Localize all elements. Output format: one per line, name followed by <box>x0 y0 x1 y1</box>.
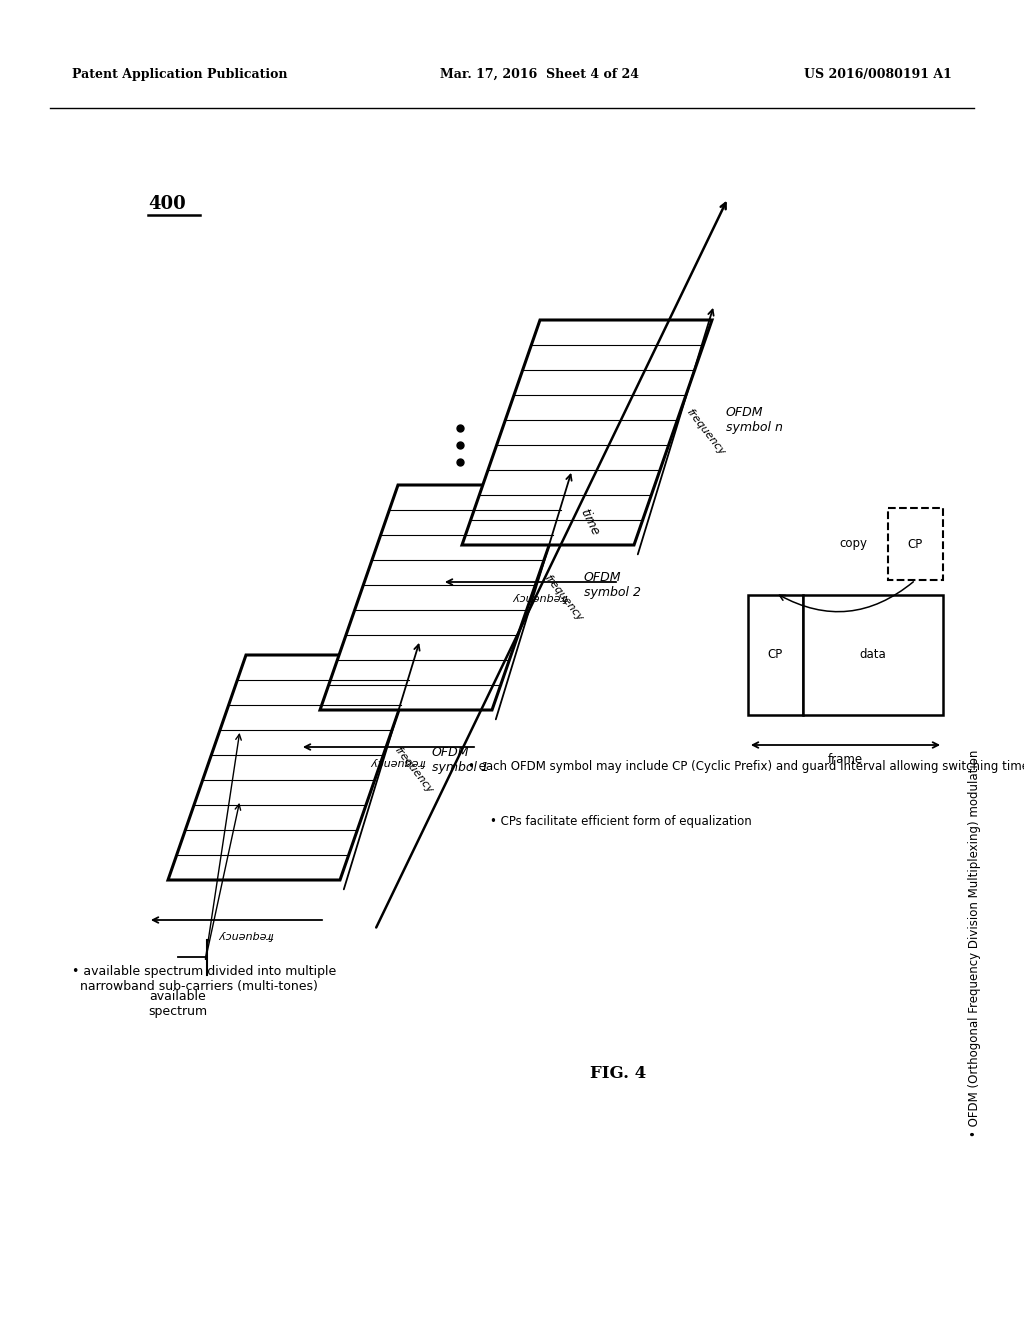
Text: US 2016/0080191 A1: US 2016/0080191 A1 <box>804 69 952 81</box>
Text: frequency: frequency <box>542 573 585 623</box>
Text: • each OFDM symbol may include CP (Cyclic Prefix) and guard interval allowing sw: • each OFDM symbol may include CP (Cycli… <box>468 760 1024 774</box>
Text: • available spectrum divided into multiple
  narrowband sub-carriers (multi-tone: • available spectrum divided into multip… <box>72 965 336 993</box>
Text: frequency: frequency <box>684 407 726 457</box>
Text: 400: 400 <box>148 195 185 213</box>
Text: frequency: frequency <box>511 591 567 602</box>
Text: OFDM
symbol 1: OFDM symbol 1 <box>432 746 489 774</box>
Bar <box>803 595 943 715</box>
Polygon shape <box>462 319 712 545</box>
Text: available
spectrum: available spectrum <box>148 990 208 1018</box>
Text: frequency: frequency <box>392 744 434 795</box>
Bar <box>748 595 803 715</box>
Text: frequency: frequency <box>369 756 425 767</box>
Text: frequency: frequency <box>217 931 273 940</box>
Text: OFDM
symbol 2: OFDM symbol 2 <box>584 572 641 599</box>
Polygon shape <box>319 484 570 710</box>
Text: • CPs facilitate efficient form of equalization: • CPs facilitate efficient form of equal… <box>490 814 752 828</box>
Text: Patent Application Publication: Patent Application Publication <box>72 69 288 81</box>
Text: time: time <box>578 507 602 539</box>
Text: CP: CP <box>768 648 783 661</box>
Text: OFDM
symbol n: OFDM symbol n <box>726 407 783 434</box>
Text: frame: frame <box>828 752 863 766</box>
Text: Mar. 17, 2016  Sheet 4 of 24: Mar. 17, 2016 Sheet 4 of 24 <box>440 69 639 81</box>
Text: data: data <box>859 648 887 661</box>
Text: copy: copy <box>839 537 867 550</box>
Polygon shape <box>168 655 418 880</box>
Text: CP: CP <box>908 537 923 550</box>
Bar <box>888 508 943 579</box>
Text: FIG. 4: FIG. 4 <box>590 1065 646 1082</box>
Text: • OFDM (Orthogonal Frequency Division Multiplexing) modulation: • OFDM (Orthogonal Frequency Division Mu… <box>968 750 981 1138</box>
